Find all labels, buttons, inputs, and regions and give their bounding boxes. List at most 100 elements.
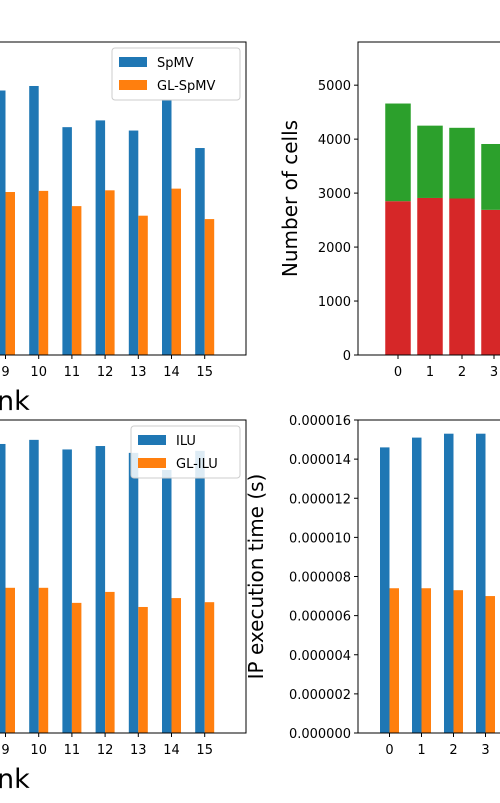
spmv-xtick-label-12: 12 <box>97 365 114 380</box>
spmv-bar-gl-spmv-15 <box>204 219 215 355</box>
cells-bar-s0-0 <box>385 201 411 355</box>
ilu-xtick-label-15: 15 <box>196 743 213 758</box>
ip-bar-s0-3 <box>476 433 486 733</box>
spmv-legend-swatch-0 <box>119 57 147 67</box>
ip-xtick-label-3: 3 <box>481 743 489 758</box>
ilu-xtick-label-12: 12 <box>97 743 114 758</box>
ilu-bar-ilu-11 <box>62 449 72 733</box>
ilu-xtick-label-11: 11 <box>64 743 81 758</box>
ip-bar-s0-1 <box>412 437 422 733</box>
spmv-xtick-label-15: 15 <box>196 365 213 380</box>
cells-bar-s1-3 <box>481 143 500 210</box>
ilu-bar-ilu-13 <box>128 452 139 733</box>
cells-bar-s1-2 <box>449 127 475 199</box>
cells-bar-s1-0 <box>385 103 411 202</box>
ilu-bar-gl-ilu-14 <box>171 598 181 733</box>
spmv-legend-label-0: SpMV <box>157 56 194 71</box>
ip-bar-s1-2 <box>453 590 463 733</box>
spmv-bar-spmv-10 <box>29 85 39 355</box>
spmv-bar-gl-spmv-12 <box>105 190 115 355</box>
ip-xtick-label-1: 1 <box>417 743 425 758</box>
spmv-legend-label-1: GL-SpMV <box>157 79 215 94</box>
spmv-legend-swatch-1 <box>119 80 147 90</box>
ilu-xtick-label-14: 14 <box>163 743 180 758</box>
ip-ytick-label-6: 0.000012 <box>289 492 351 507</box>
ilu-bar-ilu-9 <box>0 443 6 733</box>
cells-xtick-label-2: 2 <box>458 365 466 380</box>
spmv-xlabel: nk <box>0 386 30 417</box>
cells-xtick-label-0: 0 <box>394 365 402 380</box>
spmv-bar-gl-spmv-11 <box>71 206 82 355</box>
spmv-xtick-label-11: 11 <box>64 365 81 380</box>
ilu-bar-ilu-14 <box>162 469 172 733</box>
cells-ytick-label-5: 5000 <box>318 79 351 94</box>
cells-axes-frame <box>357 41 500 356</box>
spmv-xtick-label-14: 14 <box>163 365 180 380</box>
spmv-bar-spmv-12 <box>95 120 106 355</box>
ip-xtick-label-2: 2 <box>449 743 457 758</box>
ip-ytick-label-2: 0.000004 <box>289 649 351 664</box>
ip-ytick-label-1: 0.000002 <box>289 688 351 703</box>
ilu-legend-label-0: ILU <box>176 434 196 449</box>
spmv-bar-spmv-9 <box>0 90 6 355</box>
cells-ytick-label-4: 4000 <box>318 133 351 148</box>
spmv-axes-frame <box>0 41 247 356</box>
ilu-bar-gl-ilu-13 <box>138 606 148 733</box>
ilu-bar-gl-ilu-10 <box>38 587 49 733</box>
spmv-bar-spmv-13 <box>128 130 139 355</box>
ip-bar-s0-2 <box>444 433 454 733</box>
ilu-bar-ilu-10 <box>29 439 39 733</box>
ilu-axes-frame <box>0 419 247 734</box>
ilu-xtick-label-10: 10 <box>30 743 47 758</box>
ip-bar-s1-0 <box>389 588 399 733</box>
ilu-xtick-label-13: 13 <box>130 743 147 758</box>
ip-ytick-label-3: 0.000006 <box>289 610 351 625</box>
ilu-legend-swatch-1 <box>138 458 166 468</box>
ip-chart: 0 1 2 3 0.000000 0.000002 0.000004 0.000006 0.00… <box>244 414 500 758</box>
cells-bar-s0-2 <box>449 198 475 355</box>
ilu-bar-ilu-15 <box>195 450 205 733</box>
ip-bar-s1-3 <box>485 596 495 733</box>
ilu-xtick-label-9: 9 <box>1 743 9 758</box>
ip-ytick-label-5: 0.000010 <box>289 531 351 546</box>
spmv-bar-gl-spmv-13 <box>138 215 148 355</box>
spmv-xtick-label-9: 9 <box>1 365 9 380</box>
ilu-bar-gl-ilu-11 <box>71 602 82 733</box>
spmv-bar-spmv-14 <box>162 100 172 355</box>
spmv-xtick-label-10: 10 <box>30 365 47 380</box>
ilu-bar-gl-ilu-15 <box>204 602 215 733</box>
ip-xtick-label-0: 0 <box>385 743 393 758</box>
cells-ytick-label-0: 0 <box>343 349 351 364</box>
spmv-legend: SpMV GL-SpMV <box>111 47 241 101</box>
ip-ytick-label-0: 0.000000 <box>289 727 351 742</box>
ip-ylabel: IP execution time (s) <box>244 474 268 680</box>
cells-ylabel: Number of cells <box>278 120 302 277</box>
cells-bar-s1-1 <box>417 125 443 198</box>
spmv-bar-gl-spmv-9 <box>5 192 15 355</box>
ip-ytick-label-8: 0.000016 <box>289 414 351 429</box>
cells-xtick-label-1: 1 <box>426 365 434 380</box>
spmv-chart: 9 10 11 12 13 14 15 nk SpMV GL-SpMV <box>0 41 247 417</box>
cells-bar-s0-3 <box>481 209 500 355</box>
spmv-bar-gl-spmv-14 <box>171 188 181 355</box>
ilu-bar-gl-ilu-9 <box>5 587 15 733</box>
spmv-bar-spmv-15 <box>195 148 205 355</box>
ip-ytick-label-4: 0.000008 <box>289 571 351 586</box>
spmv-bar-spmv-11 <box>62 127 72 355</box>
cells-xtick-label-3: 3 <box>490 365 498 380</box>
ilu-legend-label-1: GL-ILU <box>176 457 218 472</box>
ilu-legend-swatch-0 <box>138 435 166 445</box>
ip-bar-s0-0 <box>380 447 390 733</box>
spmv-bar-gl-spmv-10 <box>38 190 49 355</box>
ilu-legend: ILU GL-ILU <box>130 425 241 479</box>
ilu-bar-ilu-12 <box>95 446 106 733</box>
cells-ytick-label-3: 3000 <box>318 187 351 202</box>
cells-ytick-label-2: 2000 <box>318 241 351 256</box>
cells-chart: 0 1 2 3 0 1000 2000 3000 4000 5000 Number of cells <box>278 41 500 380</box>
ilu-chart: 9 10 11 12 13 14 15 nk ILU GL-ILU <box>0 419 247 795</box>
spmv-xtick-label-13: 13 <box>130 365 147 380</box>
cells-ytick-label-1: 1000 <box>318 295 351 310</box>
cells-bar-s0-1 <box>417 197 443 355</box>
ilu-xlabel: nk <box>0 764 30 795</box>
